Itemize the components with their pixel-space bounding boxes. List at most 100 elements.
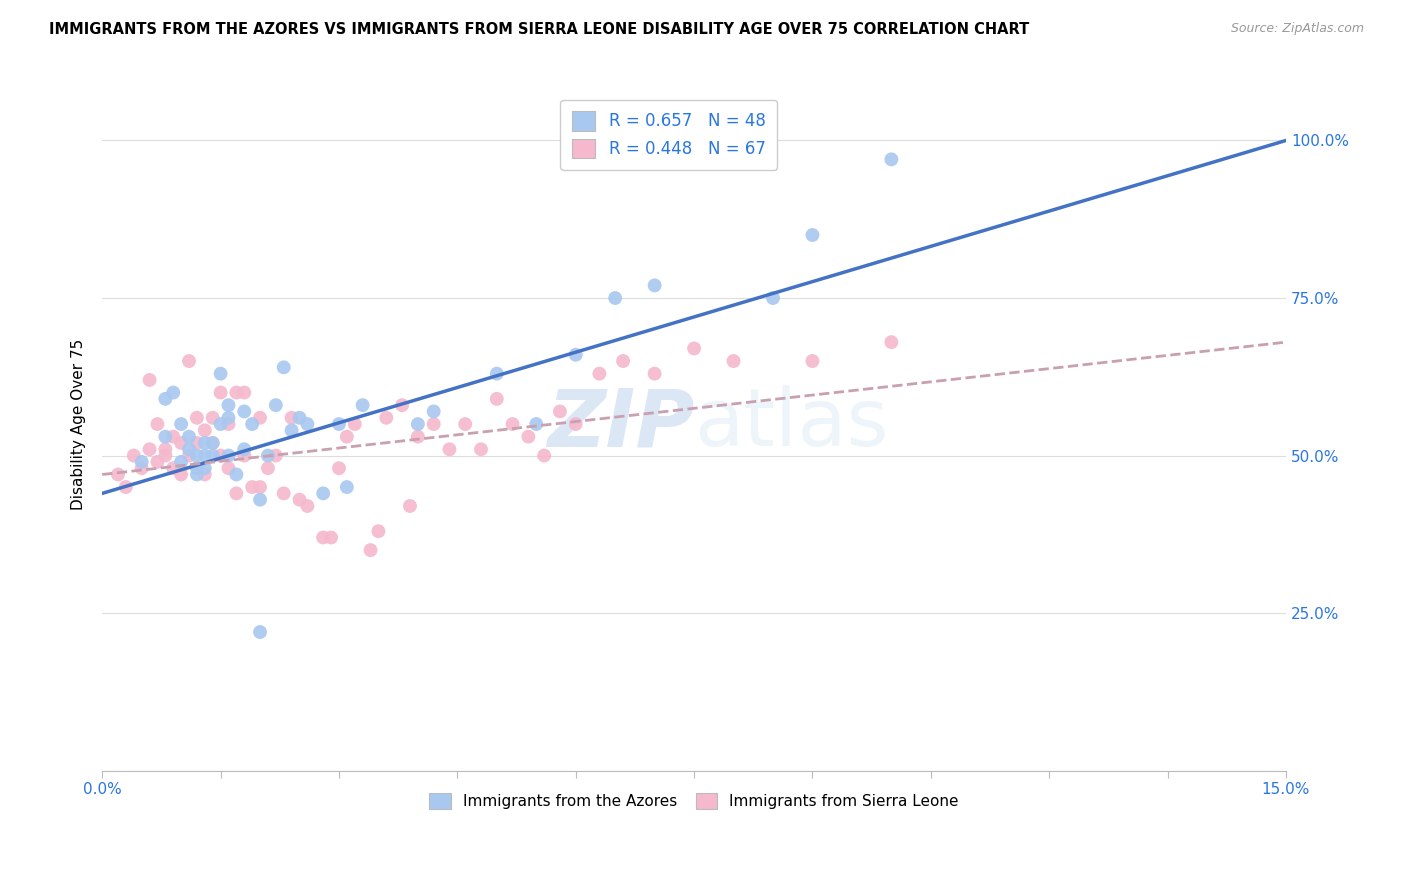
- Point: [801, 227, 824, 242]
- Point: [257, 449, 280, 463]
- Point: [328, 461, 350, 475]
- Point: [391, 398, 413, 412]
- Point: [336, 480, 359, 494]
- Point: [146, 417, 169, 431]
- Point: [517, 430, 540, 444]
- Point: [131, 455, 153, 469]
- Point: [146, 455, 169, 469]
- Point: [209, 367, 232, 381]
- Point: [177, 449, 200, 463]
- Point: [406, 417, 429, 431]
- Point: [280, 423, 302, 437]
- Point: [548, 404, 571, 418]
- Point: [312, 486, 335, 500]
- Point: [233, 385, 256, 400]
- Point: [288, 410, 311, 425]
- Point: [273, 360, 295, 375]
- Point: [218, 417, 240, 431]
- Point: [240, 480, 263, 494]
- Point: [233, 442, 256, 457]
- Text: ZIP: ZIP: [547, 385, 695, 463]
- Point: [257, 461, 280, 475]
- Point: [249, 480, 271, 494]
- Point: [107, 467, 129, 482]
- Point: [880, 153, 903, 167]
- Point: [209, 417, 232, 431]
- Point: [485, 367, 508, 381]
- Point: [422, 404, 444, 418]
- Point: [201, 449, 224, 463]
- Point: [454, 417, 477, 431]
- Point: [186, 467, 208, 482]
- Point: [225, 486, 247, 500]
- Point: [177, 442, 200, 457]
- Point: [612, 354, 634, 368]
- Point: [762, 291, 785, 305]
- Point: [564, 417, 586, 431]
- Point: [209, 385, 232, 400]
- Point: [524, 417, 547, 431]
- Point: [225, 385, 247, 400]
- Y-axis label: Disability Age Over 75: Disability Age Over 75: [72, 338, 86, 509]
- Point: [360, 543, 382, 558]
- Point: [225, 467, 247, 482]
- Point: [170, 455, 193, 469]
- Point: [218, 461, 240, 475]
- Legend: Immigrants from the Azores, Immigrants from Sierra Leone: Immigrants from the Azores, Immigrants f…: [423, 787, 965, 815]
- Point: [186, 449, 208, 463]
- Text: IMMIGRANTS FROM THE AZORES VS IMMIGRANTS FROM SIERRA LEONE DISABILITY AGE OVER 7: IMMIGRANTS FROM THE AZORES VS IMMIGRANTS…: [49, 22, 1029, 37]
- Point: [588, 367, 610, 381]
- Point: [155, 430, 177, 444]
- Point: [336, 430, 359, 444]
- Point: [288, 492, 311, 507]
- Point: [170, 417, 193, 431]
- Text: Source: ZipAtlas.com: Source: ZipAtlas.com: [1230, 22, 1364, 36]
- Point: [186, 410, 208, 425]
- Point: [186, 436, 208, 450]
- Point: [155, 442, 177, 457]
- Point: [218, 398, 240, 412]
- Point: [233, 449, 256, 463]
- Point: [186, 461, 208, 475]
- Point: [249, 410, 271, 425]
- Point: [723, 114, 745, 128]
- Point: [162, 461, 184, 475]
- Point: [644, 278, 666, 293]
- Point: [170, 467, 193, 482]
- Point: [194, 436, 217, 450]
- Point: [297, 499, 319, 513]
- Point: [131, 461, 153, 475]
- Point: [194, 423, 217, 437]
- Point: [218, 410, 240, 425]
- Point: [297, 417, 319, 431]
- Point: [723, 354, 745, 368]
- Point: [194, 461, 217, 475]
- Point: [319, 531, 342, 545]
- Point: [399, 499, 422, 513]
- Point: [233, 404, 256, 418]
- Point: [170, 436, 193, 450]
- Point: [328, 417, 350, 431]
- Point: [209, 449, 232, 463]
- Point: [201, 410, 224, 425]
- Point: [177, 354, 200, 368]
- Point: [801, 354, 824, 368]
- Point: [162, 430, 184, 444]
- Point: [201, 436, 224, 450]
- Point: [470, 442, 492, 457]
- Point: [240, 417, 263, 431]
- Point: [375, 410, 398, 425]
- Point: [264, 398, 287, 412]
- Point: [880, 335, 903, 350]
- Point: [177, 430, 200, 444]
- Point: [683, 342, 706, 356]
- Point: [343, 417, 366, 431]
- Point: [155, 449, 177, 463]
- Point: [138, 442, 160, 457]
- Point: [249, 492, 271, 507]
- Point: [162, 385, 184, 400]
- Point: [115, 480, 138, 494]
- Point: [155, 392, 177, 406]
- Point: [422, 417, 444, 431]
- Point: [644, 367, 666, 381]
